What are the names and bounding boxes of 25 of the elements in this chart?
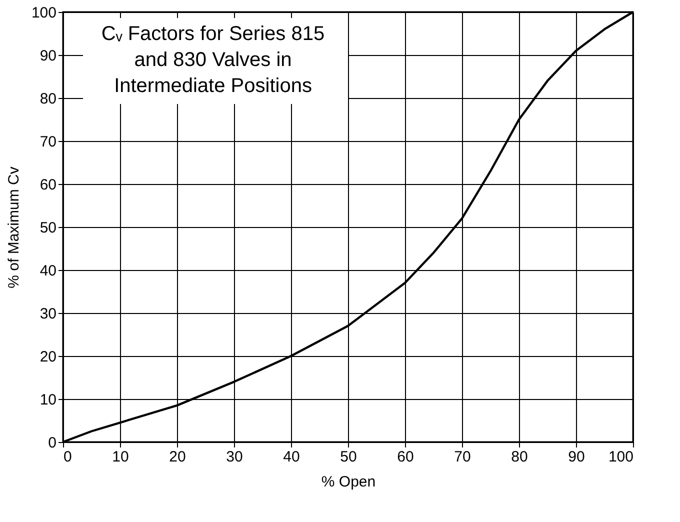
y-axis-title: % of Maximum Cv: [5, 166, 22, 288]
text: Cᵥ Factors for Series 815 and 830 Valves in Intermediate Positions: [101, 23, 325, 97]
x-tick-label: 10: [112, 448, 129, 466]
x-tick-label: 0: [64, 448, 72, 466]
y-tick-label: 60: [40, 176, 56, 194]
y-tick-label: 50: [40, 220, 56, 236]
y-tick-label: 10: [40, 392, 56, 408]
y-tick-label: 0: [48, 434, 56, 452]
y-tick-label: 30: [40, 306, 56, 322]
y-tick-label: 70: [40, 134, 56, 150]
x-tick-label: 90: [568, 448, 585, 466]
x-tick-label: 60: [397, 448, 414, 466]
x-tick-label: 50: [340, 448, 357, 466]
x-tick-label: 100: [608, 448, 634, 466]
y-tick-label: 40: [40, 262, 56, 280]
x-tick-label: 70: [454, 448, 471, 466]
x-tick-label: 30: [226, 448, 243, 466]
y-tick-label: 90: [40, 48, 56, 64]
x-tick-label: 20: [169, 448, 186, 466]
x-tick-label: 40: [283, 448, 300, 466]
x-tick-label: 80: [511, 448, 528, 466]
y-tick-label: 100: [31, 4, 56, 22]
y-tick-label: 80: [40, 90, 56, 108]
x-axis-title: % Open: [321, 474, 376, 490]
y-tick-label: 20: [40, 348, 56, 366]
